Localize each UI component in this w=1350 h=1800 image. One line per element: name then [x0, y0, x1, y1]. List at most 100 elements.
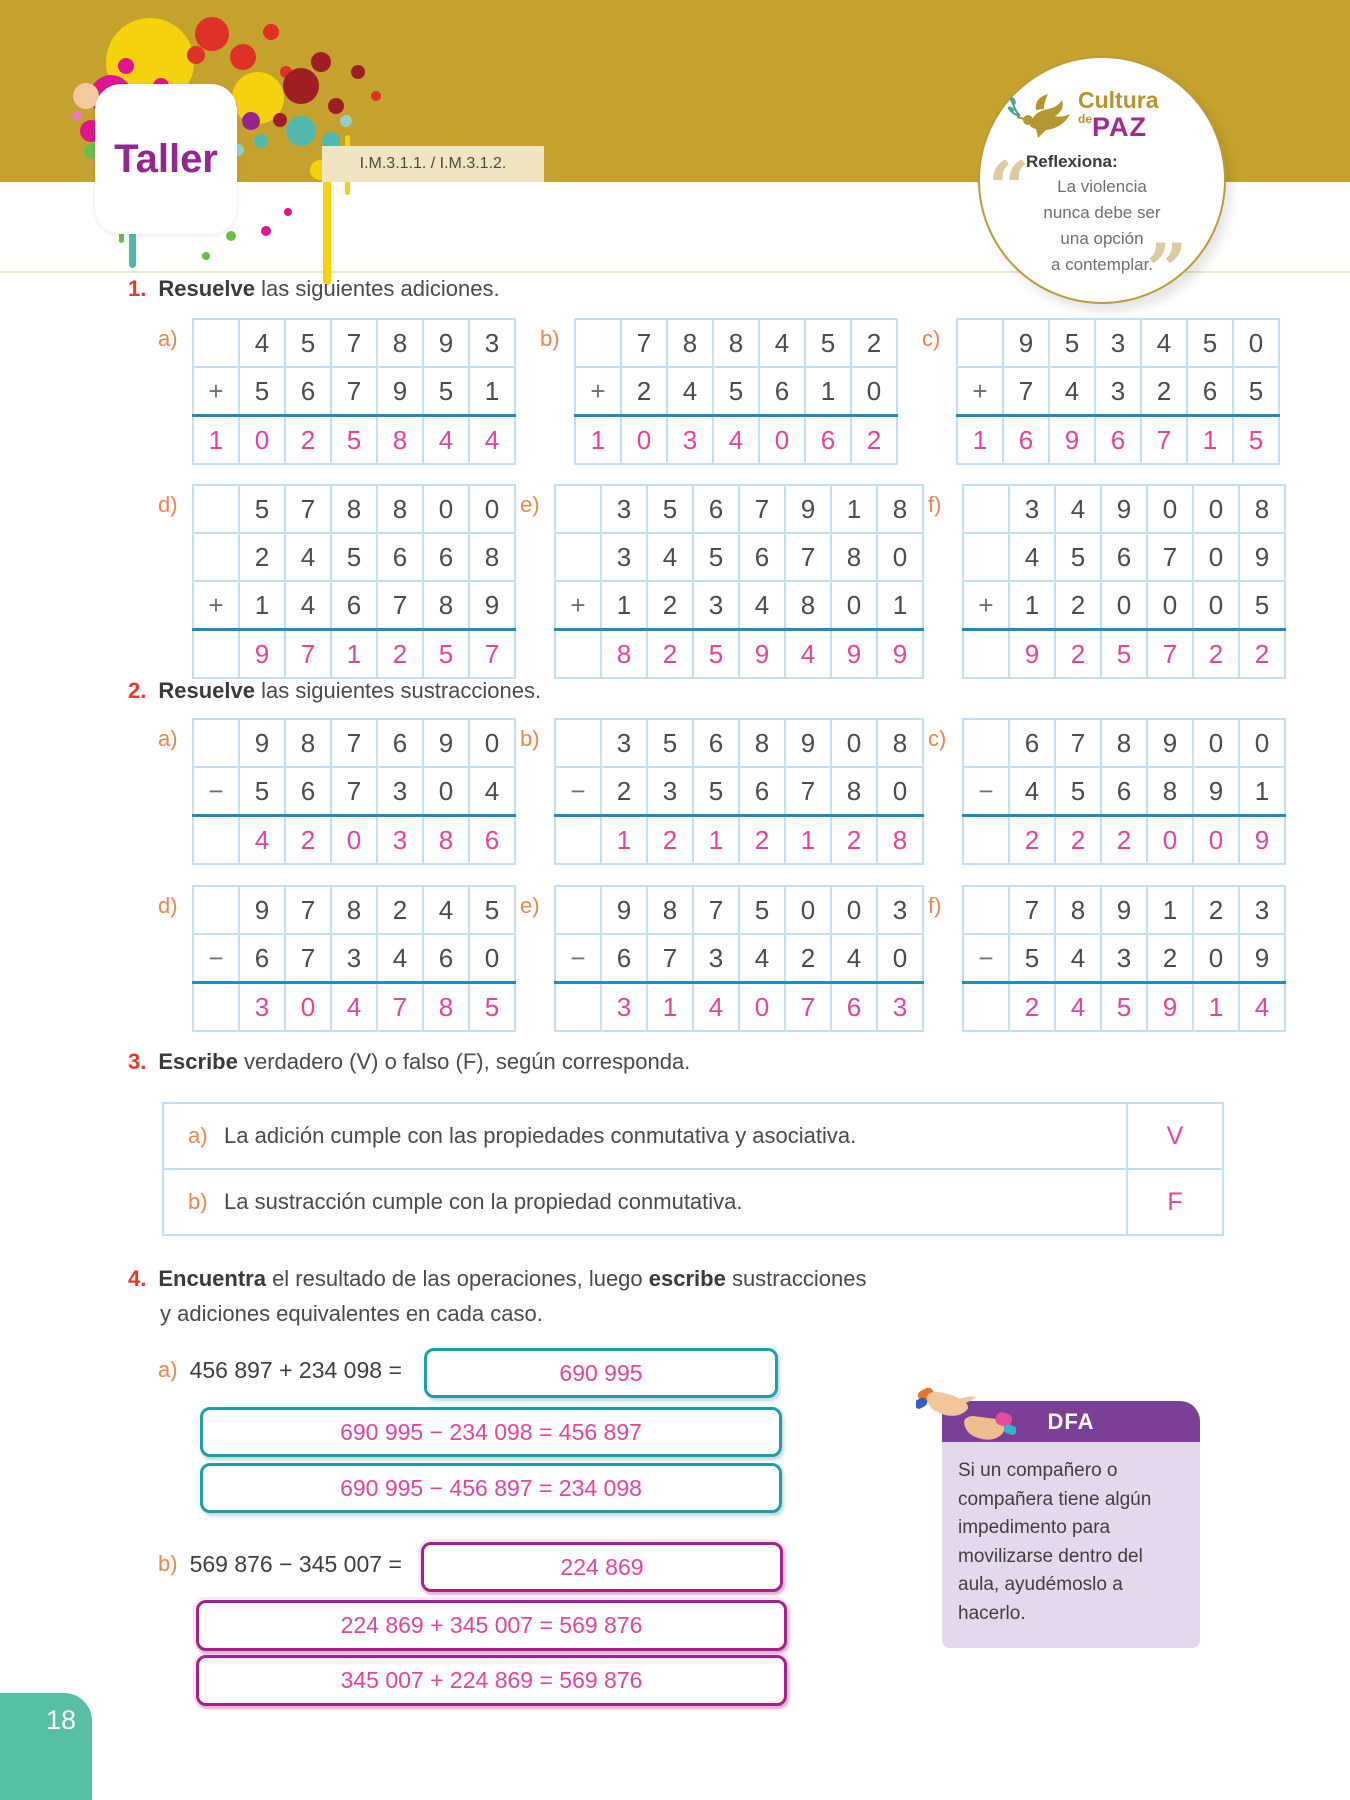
digit-cell: 3 — [692, 933, 740, 984]
result-cell: 2 — [376, 628, 424, 679]
logo-cultura: Cultura — [1078, 87, 1159, 113]
result-cell: 2 — [1054, 814, 1102, 865]
result-cell: 0 — [758, 414, 806, 465]
result-cell: 8 — [600, 628, 648, 679]
result-cell: 2 — [284, 414, 332, 465]
paint-dot — [118, 58, 134, 74]
result-cell: 3 — [600, 981, 648, 1032]
digit-cell: 7 — [620, 318, 668, 368]
result-cell: 3 — [376, 814, 424, 865]
table-label: c) — [922, 326, 941, 351]
digit-cell: 3 — [1100, 933, 1148, 984]
digit-cell: 3 — [376, 766, 424, 817]
result-cell: 7 — [468, 628, 516, 679]
digit-cell: 7 — [284, 885, 332, 935]
digit-cell: 4 — [1008, 532, 1056, 582]
result-cell — [554, 981, 602, 1032]
digit-cell: 6 — [330, 580, 378, 631]
digit-cell: 6 — [1186, 366, 1234, 417]
quote-text: La violencia nunca debe ser una opción a… — [1043, 177, 1161, 274]
table-label: f) — [928, 492, 942, 517]
result-cell: 9 — [1146, 981, 1194, 1032]
paint-drip — [323, 160, 331, 285]
result-cell — [962, 628, 1010, 679]
dfa-text: Si un compañero o compañera tiene algún … — [942, 1442, 1200, 1648]
tf-answer-b: F — [1126, 1170, 1222, 1234]
digit-cell: 2 — [850, 318, 898, 368]
result-cell: 9 — [830, 628, 878, 679]
digit-cell: − — [192, 766, 240, 817]
digit-cell: 0 — [1192, 933, 1240, 984]
digit-cell: 6 — [1100, 532, 1148, 582]
result-cell — [192, 628, 240, 679]
digit-cell: 0 — [1192, 532, 1240, 582]
digit-cell: − — [962, 933, 1010, 984]
digit-cell: 4 — [468, 766, 516, 817]
result-cell: 2 — [830, 814, 878, 865]
operation-table-f: 7 8 9 1 2 3−5 4 3 2 0 9 2 4 5 9 1 4 — [962, 885, 1286, 1032]
digit-cell: 0 — [830, 580, 878, 631]
digit-cell: 0 — [1100, 580, 1148, 631]
digit-cell: 0 — [468, 718, 516, 768]
digit-cell: 4 — [738, 580, 786, 631]
digit-cell: 1 — [804, 366, 852, 417]
digit-cell: 8 — [376, 318, 424, 368]
table-label: c) — [928, 726, 947, 751]
digit-cell: 8 — [422, 580, 470, 631]
digit-cell: 4 — [758, 318, 806, 368]
digit-cell: 5 — [1048, 318, 1096, 368]
digit-cell — [554, 532, 602, 582]
digit-cell: 6 — [738, 766, 786, 817]
digit-cell: 8 — [666, 318, 714, 368]
result-cell: 2 — [284, 814, 332, 865]
digit-cell: 6 — [1100, 766, 1148, 817]
digit-cell: 7 — [738, 484, 786, 534]
paint-dot — [273, 113, 287, 127]
digit-cell: 6 — [422, 933, 470, 984]
result-cell: 8 — [376, 414, 424, 465]
digit-cell: 8 — [830, 532, 878, 582]
sign-language-hands-icon — [916, 1387, 1016, 1440]
digit-cell: 2 — [784, 933, 832, 984]
digit-cell: 3 — [1008, 484, 1056, 534]
digit-cell: 8 — [1146, 766, 1194, 817]
operation-table-e: 3 5 6 7 9 1 8 3 4 5 6 7 8 0 +1 2 3 4 8 0 1 8 2 5 9 4 9 9 — [554, 484, 924, 679]
digit-cell: 7 — [330, 766, 378, 817]
digit-cell: 1 — [600, 580, 648, 631]
digit-cell: 0 — [422, 484, 470, 534]
digit-cell: 4 — [666, 366, 714, 417]
digit-cell: 3 — [600, 484, 648, 534]
digit-cell: + — [192, 366, 240, 417]
digit-cell: 5 — [238, 766, 286, 817]
equivalent-box-a1: 690 995 − 234 098 = 456 897 — [200, 1407, 782, 1457]
digit-cell — [554, 885, 602, 935]
digit-cell: 0 — [830, 718, 878, 768]
digit-cell: 0 — [1238, 718, 1286, 768]
result-cell: 5 — [422, 628, 470, 679]
paint-dot — [263, 24, 279, 40]
logo-de: de — [1078, 111, 1093, 126]
digit-cell: 9 — [468, 580, 516, 631]
digit-cell: − — [192, 933, 240, 984]
digit-cell: − — [554, 766, 602, 817]
digit-cell: 9 — [1002, 318, 1050, 368]
expression-b: 569 876 − 345 007 = — [189, 1550, 402, 1577]
result-cell: 2 — [1008, 981, 1056, 1032]
digit-cell: 9 — [1238, 933, 1286, 984]
exercise1-tables-row2: d) 5 7 8 8 0 0 2 4 5 6 6 8 +1 4 6 7 8 9 9 7 1 2 5 7 e) 3 5 6 7 9 1 8 3 4 5… — [158, 484, 1286, 679]
digit-cell — [962, 885, 1010, 935]
result-cell — [554, 628, 602, 679]
result-cell: 5 — [330, 414, 378, 465]
digit-cell: 8 — [712, 318, 760, 368]
table-label: e) — [520, 492, 540, 517]
standards-label: I.M.3.1.1. / I.M.3.1.2. — [322, 146, 544, 182]
digit-cell — [574, 318, 622, 368]
cultura-paz-badge: Cultura dePAZ Reflexiona: La violencia n… — [978, 56, 1226, 306]
digit-cell — [962, 718, 1010, 768]
digit-cell: 9 — [238, 718, 286, 768]
digit-cell: 7 — [1008, 885, 1056, 935]
result-cell: 4 — [1238, 981, 1286, 1032]
result-cell: 9 — [738, 628, 786, 679]
digit-cell: 4 — [1140, 318, 1188, 368]
equivalent-box-a2: 690 995 − 456 897 = 234 098 — [200, 1463, 782, 1513]
